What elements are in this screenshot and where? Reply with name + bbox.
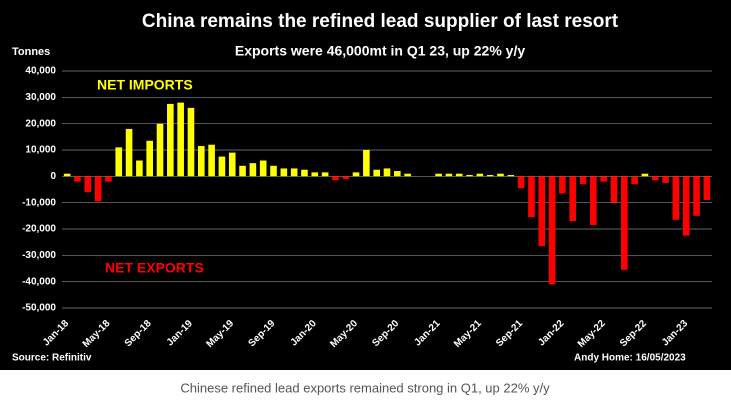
- y-tick-label: -10,000: [22, 197, 56, 208]
- y-tick-label: -40,000: [22, 276, 56, 287]
- bar: [218, 156, 226, 177]
- y-tick-label: -30,000: [22, 250, 56, 261]
- bar: [136, 160, 143, 177]
- bar: [507, 175, 515, 177]
- y-tick-label: -20,000: [22, 224, 56, 235]
- bar: [548, 176, 556, 285]
- bar: [177, 102, 184, 177]
- y-tick-label: 0: [50, 171, 56, 182]
- bar: [115, 147, 123, 177]
- y-axis-label: Tonnes: [12, 46, 50, 58]
- bar: [631, 176, 638, 185]
- bar: [383, 168, 391, 177]
- bar: [167, 103, 174, 177]
- bar: [208, 144, 215, 177]
- bar: [590, 176, 597, 226]
- bar: [672, 176, 680, 220]
- bar: [528, 176, 535, 218]
- bar: [373, 169, 380, 177]
- bar: [476, 173, 484, 177]
- bar: [146, 140, 153, 177]
- bar: [435, 173, 442, 177]
- y-tick-label: 30,000: [25, 92, 56, 103]
- bar: [249, 163, 257, 177]
- bar: [621, 176, 628, 270]
- bar: [270, 165, 277, 177]
- bar: [651, 176, 659, 181]
- bar: [84, 176, 92, 193]
- bar: [682, 176, 690, 236]
- bar: [280, 168, 288, 177]
- bar: [228, 152, 236, 177]
- bar: [94, 176, 102, 202]
- bar: [332, 176, 339, 181]
- bar: [63, 173, 71, 177]
- bar: [455, 173, 463, 177]
- bar: [342, 176, 350, 179]
- bar: [497, 173, 504, 177]
- bar: [517, 176, 525, 189]
- bar: [311, 172, 319, 177]
- bar: [394, 171, 401, 177]
- chart-subtitle: Exports were 46,000mt in Q1 23, up 22% y…: [235, 43, 525, 59]
- y-tick-label: 10,000: [25, 145, 56, 156]
- annotation: NET EXPORTS: [105, 260, 204, 276]
- bar: [321, 172, 329, 177]
- bar: [662, 176, 669, 183]
- source: Source: Refinitiv: [12, 353, 92, 364]
- bar: [486, 175, 494, 177]
- bar: [538, 176, 546, 247]
- credit: Andy Home: 16/05/2023: [574, 353, 686, 364]
- bar: [569, 176, 577, 222]
- bar: [187, 107, 195, 177]
- bar: [125, 128, 133, 177]
- bar: [600, 176, 607, 182]
- y-tick-label: -50,000: [22, 303, 56, 314]
- chart-title: China remains the refined lead supplier …: [142, 11, 619, 32]
- bar: [579, 176, 587, 185]
- bar: [352, 172, 360, 177]
- bar: [445, 173, 453, 177]
- y-tick-label: 40,000: [25, 66, 56, 77]
- bar: [610, 176, 618, 203]
- caption: Chinese refined lead exports remained st…: [180, 380, 550, 395]
- y-tick-label: 20,000: [25, 118, 56, 129]
- bar: [197, 146, 205, 177]
- bar: [259, 160, 267, 177]
- annotation: NET IMPORTS: [97, 77, 193, 93]
- bar: [239, 165, 246, 177]
- bar: [301, 169, 308, 177]
- bar: [290, 168, 298, 177]
- bar: [363, 150, 370, 177]
- bar: [466, 175, 473, 177]
- bar: [693, 176, 700, 216]
- bar: [703, 176, 711, 201]
- bar: [156, 123, 164, 177]
- bar: [641, 173, 649, 177]
- bar: [105, 176, 112, 182]
- bar: [404, 173, 411, 177]
- bar: [74, 176, 81, 182]
- bar: [559, 176, 566, 194]
